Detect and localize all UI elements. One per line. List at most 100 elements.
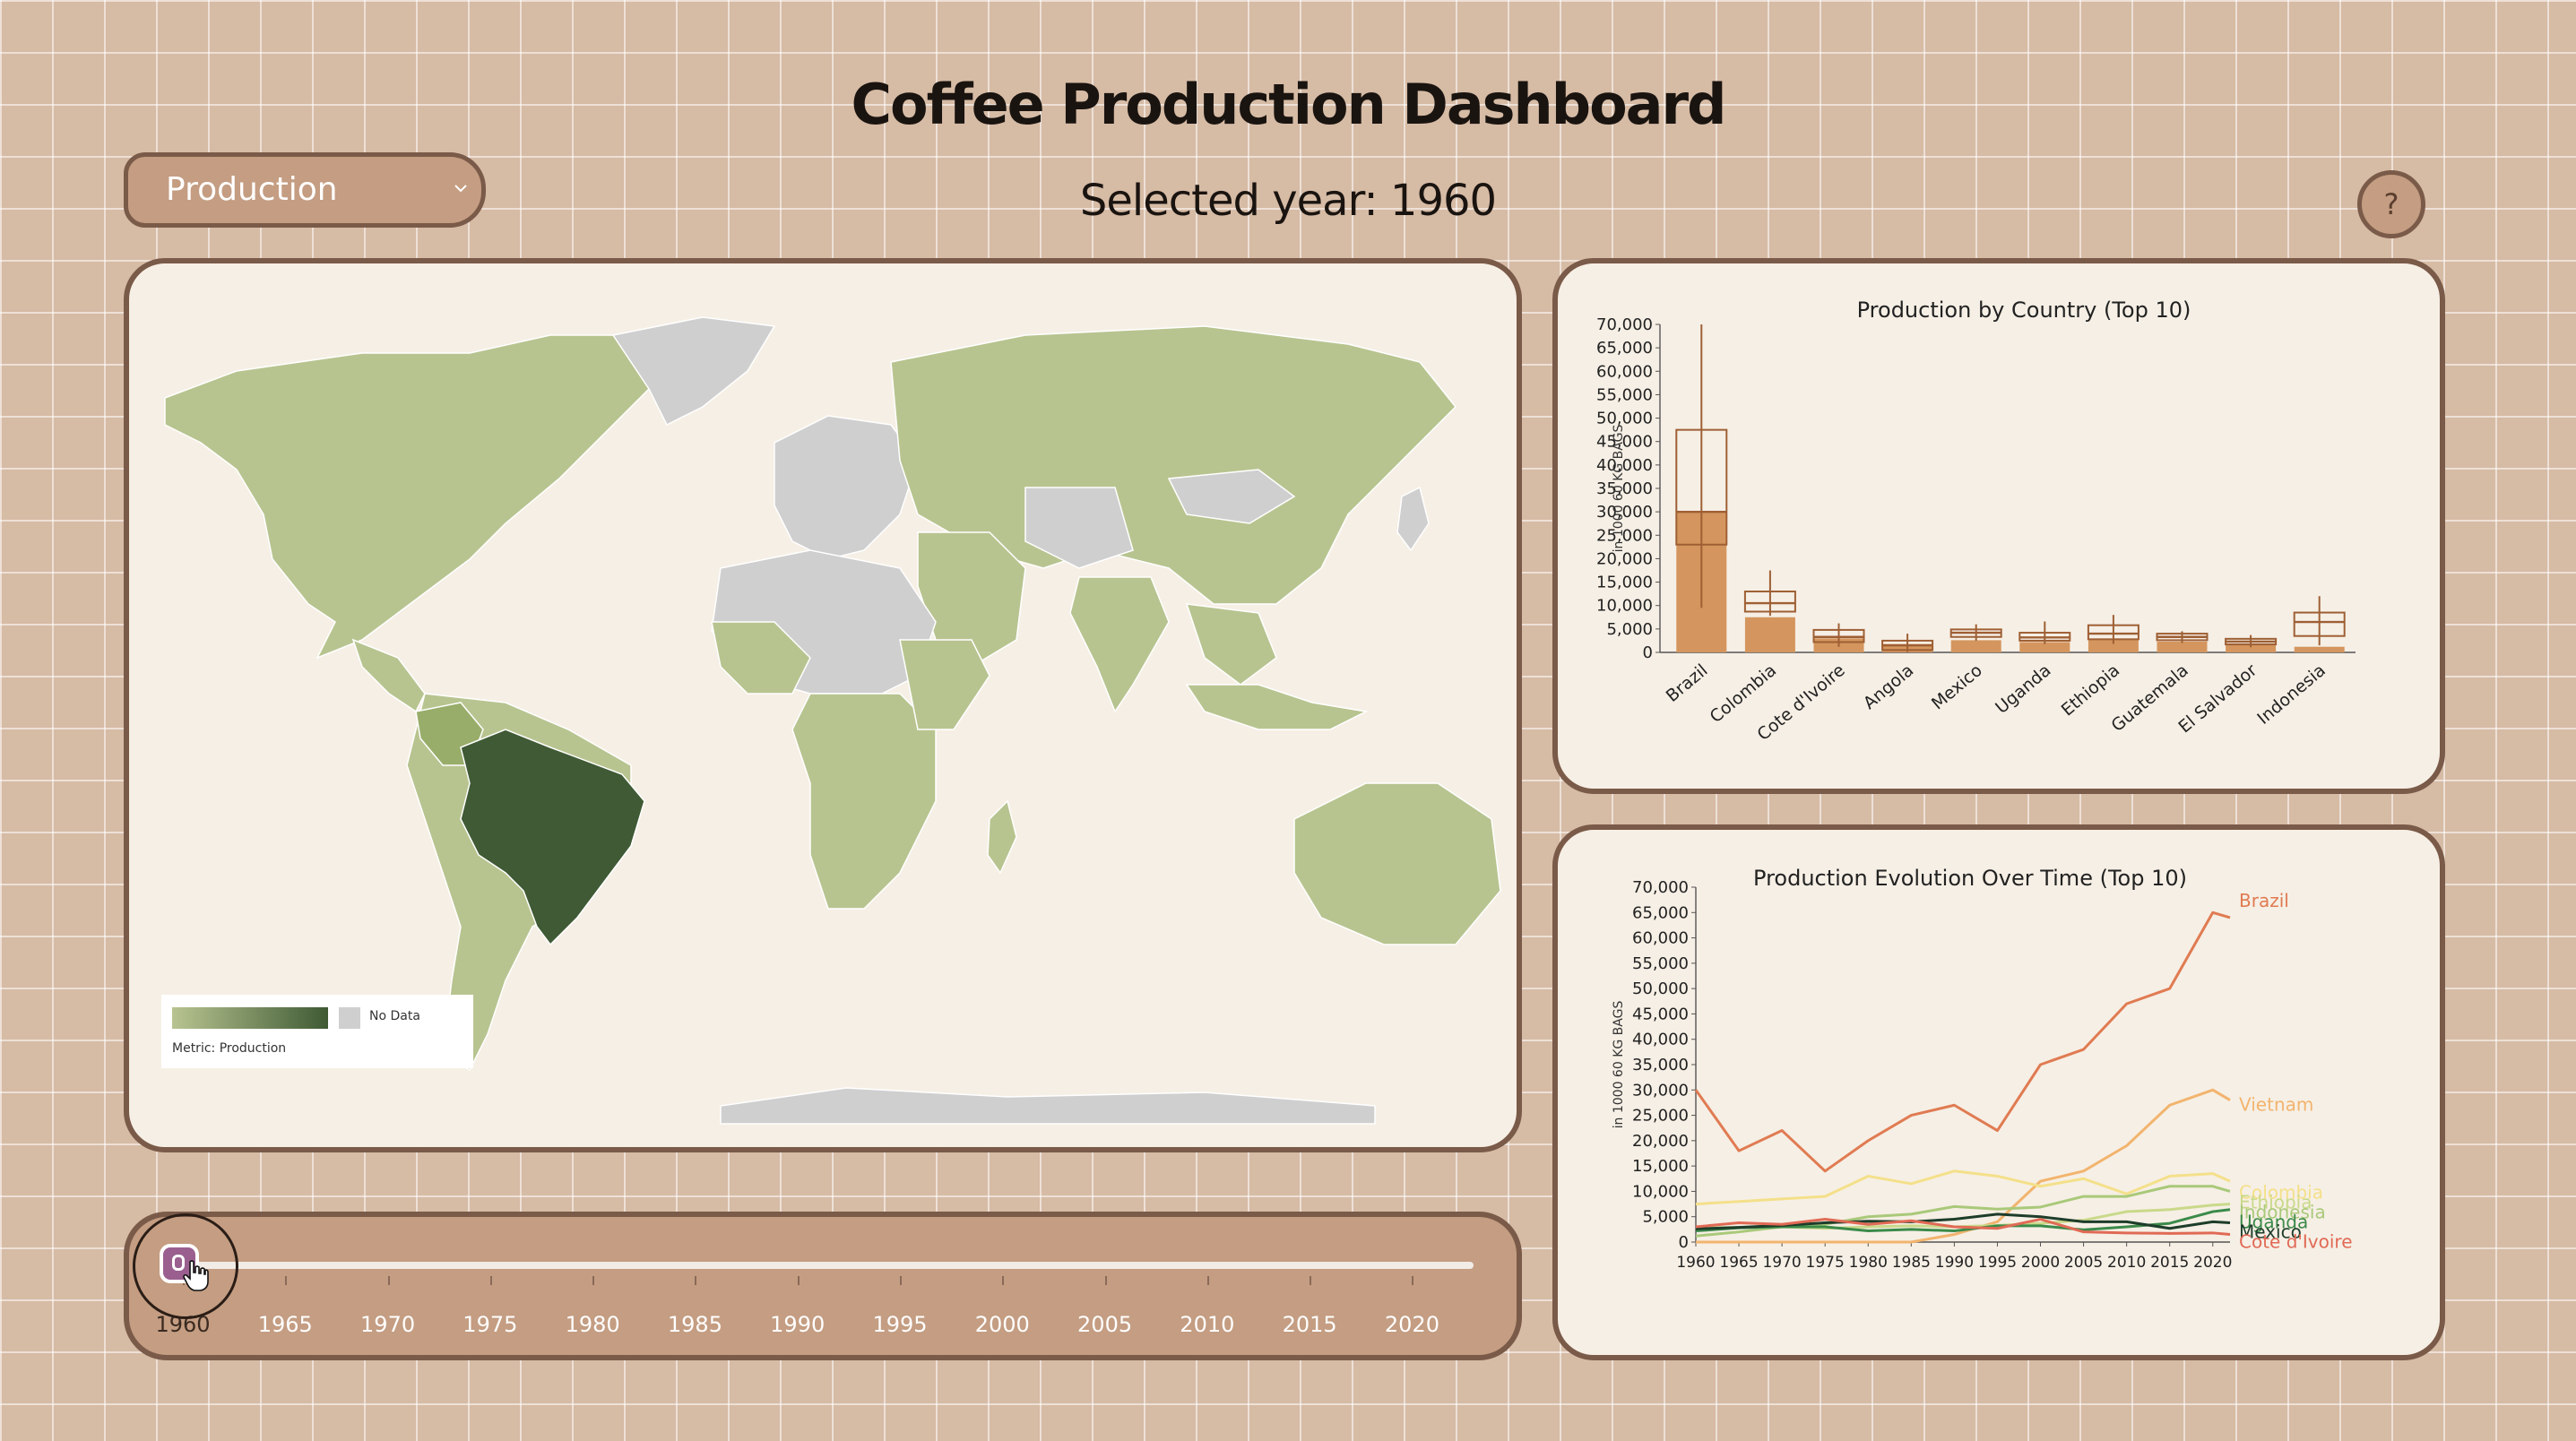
y-tick-label: 60,000 — [1596, 362, 1653, 381]
year-slider-track[interactable] — [183, 1262, 1474, 1269]
x-tick-label: 1990 — [1935, 1254, 1974, 1272]
series-label: Brazil — [2239, 890, 2289, 911]
y-tick-label: 65,000 — [1632, 903, 1689, 922]
y-tick-label: 15,000 — [1632, 1157, 1689, 1176]
y-tick-label: 50,000 — [1632, 979, 1689, 998]
y-tick-label: 70,000 — [1596, 315, 1653, 334]
slider-tick — [1206, 1276, 1209, 1285]
x-tick-label: 1980 — [1849, 1254, 1888, 1272]
series-label: Uganda — [2239, 1211, 2308, 1232]
box — [2293, 611, 2346, 637]
y-tick-label: 10,000 — [1596, 597, 1653, 616]
x-tick-label: 1995 — [1978, 1254, 2017, 1272]
antarctica-region — [720, 1087, 1376, 1125]
slider-tick — [1310, 1276, 1312, 1285]
slider-tick-label: 2000 — [974, 1312, 1030, 1337]
legend-nodata-label: No Data — [369, 1009, 420, 1023]
y-tick-label: 40,000 — [1632, 1031, 1689, 1049]
bar — [1950, 640, 2001, 652]
x-tick-label: Brazil — [1663, 660, 1712, 706]
y-tick-label: 60,000 — [1632, 929, 1689, 948]
series-line — [1694, 910, 2231, 1173]
slider-tick — [1412, 1276, 1414, 1285]
y-tick-label: 35,000 — [1632, 1056, 1689, 1074]
x-tick-label: 1975 — [1806, 1254, 1845, 1272]
middle-east-region — [917, 531, 1026, 668]
map-legend: No Data Metric: Production — [161, 995, 473, 1068]
x-tick-label: Mexico — [1928, 660, 1986, 713]
slider-tick-label: 1985 — [667, 1312, 722, 1337]
y-tick-label: 30,000 — [1632, 1081, 1689, 1100]
year-slider-focus-ring — [133, 1213, 238, 1319]
y-axis-label: in 1000 60 KG BAGS — [1612, 425, 1626, 553]
page-title: Coffee Production Dashboard — [851, 72, 1727, 137]
slider-tick-label: 1990 — [770, 1312, 826, 1337]
x-tick-label: Ethiopia — [2058, 660, 2123, 720]
north-america-region — [164, 334, 669, 660]
metric-dropdown[interactable]: Production — [124, 152, 486, 228]
legend-nodata-swatch — [339, 1007, 360, 1029]
slider-tick-label: 2005 — [1077, 1312, 1133, 1337]
slider-tick — [900, 1276, 902, 1285]
x-tick-label: 2005 — [2064, 1254, 2103, 1272]
bar — [2157, 641, 2208, 652]
slider-tick-label: 2020 — [1384, 1312, 1439, 1337]
madagascar-region — [987, 799, 1017, 875]
series-label: Mexico — [2239, 1221, 2302, 1242]
slider-tick-label: 1975 — [462, 1312, 518, 1337]
y-axis-label: in 1000 60 KG BAGS — [1612, 1001, 1626, 1129]
series-line — [1695, 1218, 2231, 1237]
slider-tick-label: 2015 — [1282, 1312, 1337, 1337]
y-tick-label: 20,000 — [1596, 549, 1653, 568]
slider-tick — [489, 1276, 492, 1285]
x-tick-label: 1985 — [1892, 1254, 1931, 1272]
production-by-country-panel: Production by Country (Top 10) 0 5,000 10,0… — [1552, 258, 2445, 794]
slider-tick — [592, 1276, 595, 1285]
production-evolution-chart: Production Evolution Over Time (Top 10) 0… — [1612, 866, 2353, 1272]
slider-tick — [285, 1276, 288, 1285]
series-line — [1695, 1212, 2231, 1230]
chart-title: Production Evolution Over Time (Top 10) — [1753, 866, 2187, 891]
help-button[interactable]: ? — [2357, 170, 2425, 238]
slider-tick — [1002, 1276, 1005, 1285]
series-label: Indonesia — [2239, 1201, 2326, 1222]
y-tick-label: 70,000 — [1632, 878, 1689, 897]
y-tick-label: 35,000 — [1596, 479, 1653, 498]
hand-cursor-icon — [183, 1260, 209, 1291]
x-tick-label: 2015 — [2150, 1254, 2189, 1272]
europe-region — [774, 415, 919, 560]
x-tick-label: 2020 — [2193, 1254, 2232, 1272]
y-tick-label: 55,000 — [1632, 954, 1689, 973]
y-tick-label: 10,000 — [1632, 1182, 1689, 1201]
y-tick-label: 45,000 — [1632, 1005, 1689, 1023]
x-tick-label: 1960 — [1676, 1254, 1715, 1272]
selected-year-label: Selected year: 1960 — [1079, 176, 1497, 226]
slider-tick-label: 1980 — [565, 1312, 620, 1337]
world-map-panel: No Data Metric: Production — [124, 258, 1522, 1152]
slider-tick — [387, 1276, 390, 1285]
legend-gradient — [172, 1007, 328, 1029]
box — [2087, 624, 2139, 641]
x-tick-label: Uganda — [1992, 660, 2054, 718]
y-tick-label: 65,000 — [1596, 339, 1653, 358]
slider-tick-label: 1970 — [360, 1312, 416, 1337]
bar — [2226, 643, 2277, 652]
series-label: Cote d'Ivoire — [2239, 1230, 2353, 1252]
x-tick-label: 1965 — [1719, 1254, 1758, 1272]
y-tick-label: 50,000 — [1596, 410, 1653, 428]
bar — [2088, 639, 2139, 652]
series-label: Ethiopia — [2239, 1191, 2312, 1212]
y-tick-label: 0 — [1679, 1233, 1689, 1252]
x-tick-label: 2010 — [2107, 1254, 2146, 1272]
y-tick-label: 55,000 — [1596, 385, 1653, 404]
y-tick-label: 15,000 — [1596, 574, 1653, 592]
y-tick-label: 20,000 — [1632, 1132, 1689, 1151]
mongolia-region — [1167, 469, 1296, 524]
world-map — [164, 316, 1501, 1125]
y-tick-label: 5,000 — [1606, 620, 1653, 639]
se-asia-region — [1185, 603, 1277, 686]
central-america-region — [351, 638, 426, 713]
indonesia-region — [1185, 684, 1369, 730]
series-label: Vietnam — [2239, 1094, 2313, 1116]
y-tick-label: 30,000 — [1596, 503, 1653, 522]
